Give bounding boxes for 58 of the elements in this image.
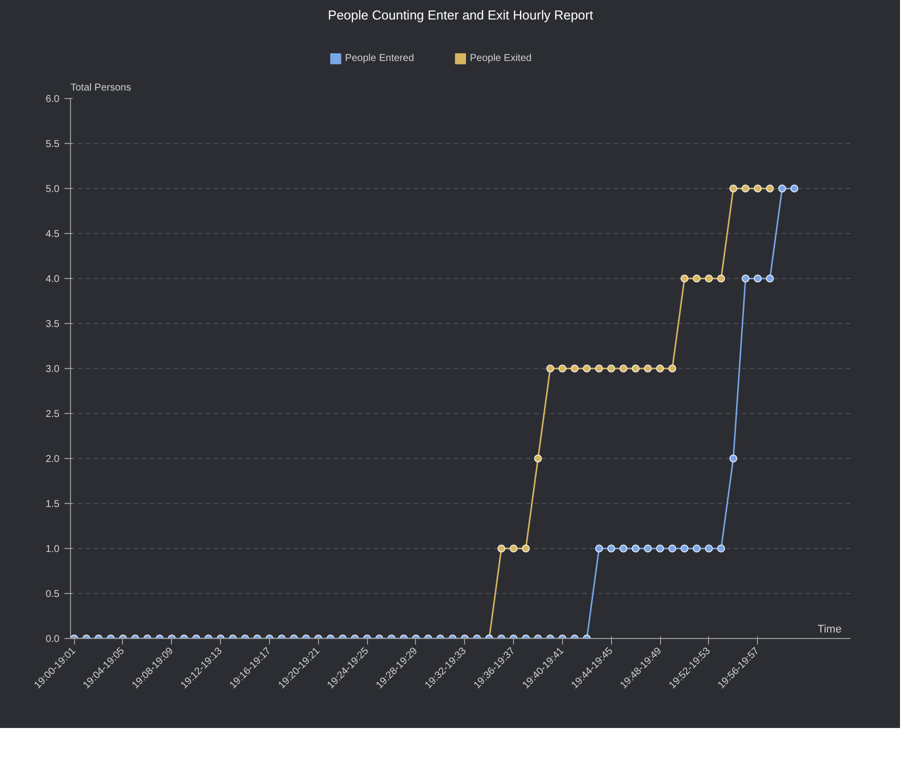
y-tick-label: 0.0: [46, 634, 60, 645]
point: [570, 364, 579, 372]
legend-label: People Entered: [345, 53, 414, 64]
point: [607, 544, 616, 552]
point: [620, 364, 628, 372]
point: [742, 184, 750, 192]
point: [644, 544, 652, 552]
y-tick-label: 5.5: [46, 139, 60, 150]
point: [546, 364, 554, 372]
x-axis-title: Time: [818, 624, 842, 636]
point: [497, 544, 506, 552]
point: [534, 454, 542, 462]
point: [717, 544, 726, 552]
legend-label: People Exited: [470, 53, 532, 64]
point: [668, 544, 676, 552]
point: [620, 544, 628, 552]
y-tick-label: 5.0: [46, 184, 60, 195]
point: [766, 184, 774, 192]
point: [680, 274, 688, 282]
point: [705, 544, 713, 552]
y-tick-label: 4.0: [46, 274, 60, 285]
point: [595, 364, 603, 372]
y-tick-label: 3.0: [46, 364, 60, 375]
y-tick-label: 0.5: [46, 589, 60, 600]
point: [754, 184, 762, 192]
y-tick-label: 1.5: [46, 499, 60, 510]
y-tick-label: 6.0: [46, 94, 60, 105]
point: [644, 364, 652, 372]
y-tick-label: 4.5: [46, 229, 60, 240]
point: [656, 544, 664, 552]
chart-title: People Counting Enter and Exit Hourly Report: [328, 8, 594, 22]
point: [729, 184, 738, 192]
point: [632, 544, 640, 552]
point: [692, 544, 701, 552]
point: [607, 364, 616, 372]
point: [717, 274, 726, 282]
point: [668, 364, 676, 372]
point: [680, 544, 688, 552]
point: [754, 274, 762, 282]
y-axis-title: Total Persons: [70, 82, 132, 94]
y-tick-label: 2.5: [46, 409, 60, 420]
point: [510, 544, 518, 552]
point: [778, 184, 786, 192]
point: [790, 184, 798, 192]
point: [705, 274, 713, 282]
point: [522, 544, 530, 552]
point: [692, 274, 701, 282]
point: [595, 544, 603, 552]
point: [632, 364, 640, 372]
point: [582, 364, 591, 372]
y-tick-label: 2.0: [46, 454, 60, 465]
point: [558, 364, 566, 372]
y-tick-label: 1.0: [46, 544, 60, 555]
y-tick-label: 3.5: [46, 319, 60, 330]
point: [729, 454, 738, 462]
point: [656, 364, 664, 372]
point: [766, 274, 774, 282]
point: [742, 274, 750, 282]
